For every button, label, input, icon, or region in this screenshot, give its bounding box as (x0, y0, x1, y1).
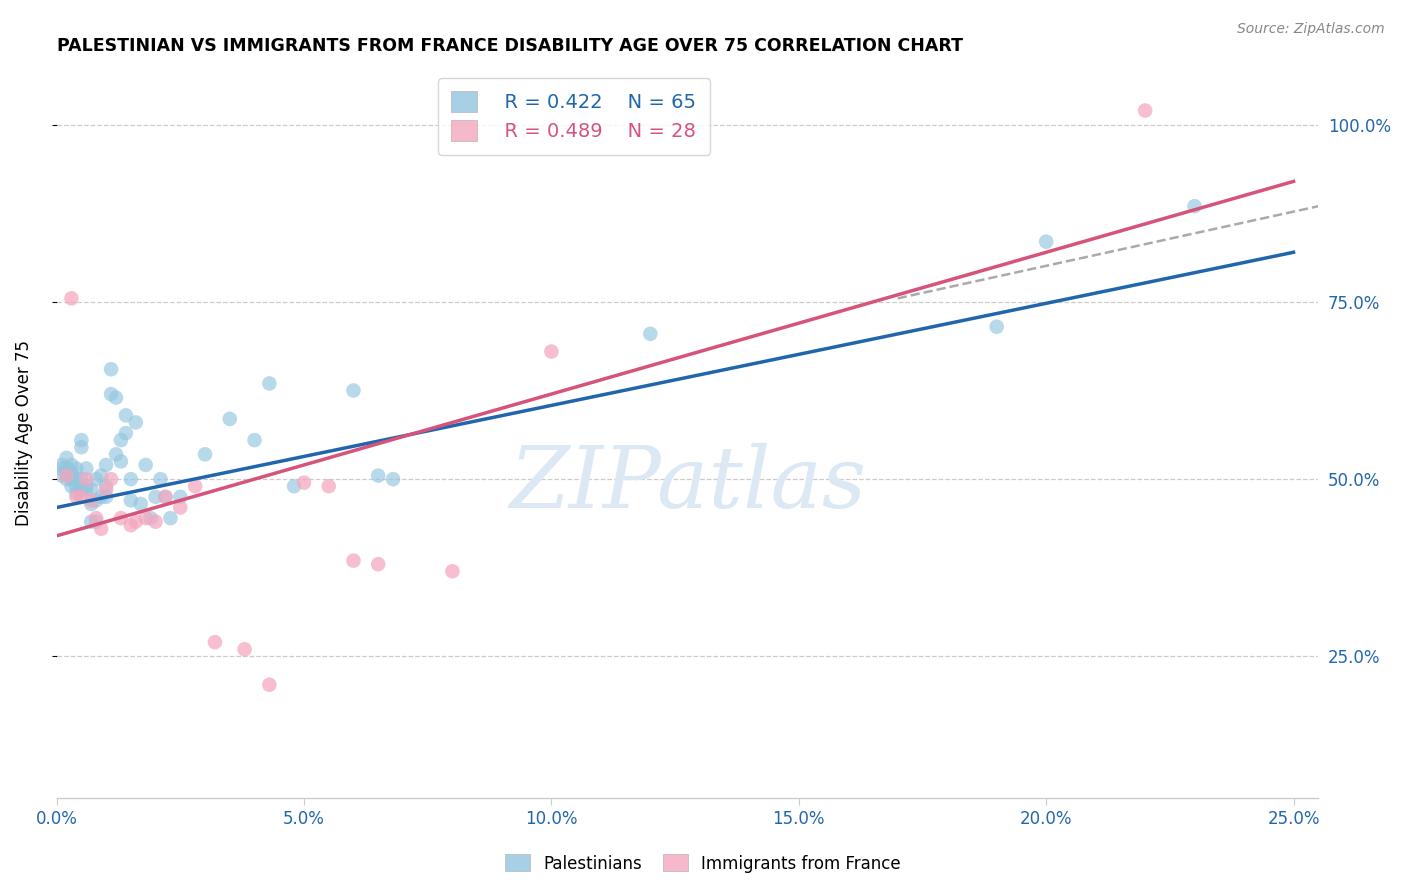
Point (139, 511, 162, 525)
Point (70, 472, 93, 486)
Point (80, 515, 103, 529)
Point (120, 472, 142, 486)
Point (65, 472, 87, 486)
Point (80, 483, 103, 497)
Point (145, 490, 167, 504)
Point (145, 515, 167, 529)
Point (65, 479, 87, 493)
Point (342, 384, 364, 398)
Legend:   R = 0.422    N = 65,   R = 0.489    N = 28: R = 0.422 N = 65, R = 0.489 N = 28 (437, 78, 710, 155)
Text: Source: ZipAtlas.com: Source: ZipAtlas.com (1237, 22, 1385, 37)
Point (129, 497, 152, 511)
Point (60, 465, 83, 479)
Point (84, 515, 107, 529)
Point (110, 511, 132, 525)
Point (110, 433, 132, 447)
Point (169, 490, 191, 504)
Point (318, 479, 340, 493)
Point (367, 558, 389, 572)
Point (55, 450, 77, 465)
Point (70, 483, 93, 497)
Y-axis label: Disability Age Over 75: Disability Age Over 75 (15, 340, 32, 526)
Point (94, 490, 117, 504)
Point (94, 479, 117, 493)
Point (540, 344, 562, 359)
Point (84, 493, 107, 508)
Point (51, 468, 73, 483)
Point (149, 472, 172, 486)
Point (75, 479, 97, 493)
Point (75, 461, 97, 475)
Point (283, 479, 305, 493)
Point (194, 447, 217, 461)
Point (155, 490, 177, 504)
Point (104, 447, 127, 461)
Point (243, 433, 266, 447)
Point (367, 468, 389, 483)
Point (94, 458, 117, 472)
Point (382, 472, 405, 486)
Point (55, 465, 77, 479)
Point (90, 468, 112, 483)
Point (218, 412, 240, 426)
Point (84, 511, 107, 525)
Point (60, 291, 83, 305)
Point (155, 490, 177, 504)
Point (233, 642, 256, 657)
Point (90, 522, 112, 536)
Point (65, 461, 87, 475)
Point (640, 326, 662, 341)
Point (342, 554, 364, 568)
Legend: Palestinians, Immigrants from France: Palestinians, Immigrants from France (499, 847, 907, 880)
Point (51, 461, 73, 475)
Text: PALESTINIAN VS IMMIGRANTS FROM FRANCE DISABILITY AGE OVER 75 CORRELATION CHART: PALESTINIAN VS IMMIGRANTS FROM FRANCE DI… (56, 37, 963, 55)
Text: ZIPatlas: ZIPatlas (509, 442, 866, 525)
Point (55, 468, 77, 483)
Point (55, 461, 77, 475)
Point (292, 475, 315, 490)
Point (60, 458, 83, 472)
Point (65, 486, 87, 500)
Point (75, 472, 97, 486)
Point (204, 635, 226, 649)
Point (90, 490, 112, 504)
Point (184, 479, 207, 493)
Point (441, 564, 464, 578)
Point (169, 500, 191, 515)
Point (1035, 235, 1057, 249)
Point (110, 454, 132, 468)
Point (84, 472, 107, 486)
Point (55, 472, 77, 486)
Point (135, 511, 157, 525)
Point (115, 409, 138, 423)
Point (120, 493, 142, 508)
Point (125, 515, 148, 529)
Point (986, 319, 1008, 334)
Point (120, 518, 142, 533)
Point (65, 490, 87, 504)
Point (1133, 103, 1156, 118)
Point (100, 472, 122, 486)
Point (159, 511, 181, 525)
Point (259, 678, 281, 692)
Point (1184, 199, 1206, 213)
Point (100, 387, 122, 401)
Point (115, 425, 138, 440)
Point (60, 479, 83, 493)
Point (60, 472, 83, 486)
Point (80, 493, 103, 508)
Point (60, 468, 83, 483)
Point (104, 391, 127, 405)
Point (135, 458, 157, 472)
Point (70, 490, 93, 504)
Point (75, 483, 97, 497)
Point (259, 376, 281, 391)
Point (80, 497, 103, 511)
Point (51, 458, 73, 472)
Point (94, 483, 117, 497)
Point (125, 416, 148, 430)
Point (70, 433, 93, 447)
Point (100, 362, 122, 376)
Point (70, 440, 93, 454)
